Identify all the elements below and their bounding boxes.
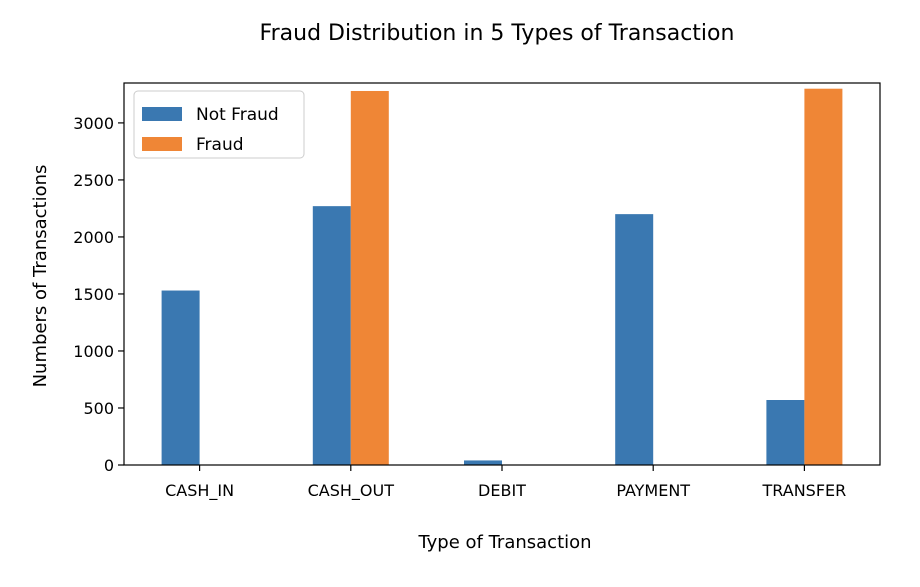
legend-label-fraud: Fraud xyxy=(196,135,244,155)
x-axis-label: Type of Transaction xyxy=(417,532,591,553)
x-tick-label: CASH_OUT xyxy=(308,481,395,501)
legend: Not Fraud Fraud xyxy=(133,90,305,159)
x-tick-label: DEBIT xyxy=(478,481,526,500)
y-tick-label: 0 xyxy=(104,456,114,475)
x-axis: CASH_IN CASH_OUT DEBIT PAYMENT TRANSFER xyxy=(165,465,846,501)
bar-not-fraud-cash-out xyxy=(312,206,351,465)
legend-swatch-fraud xyxy=(142,137,182,151)
x-tick-label: TRANSFER xyxy=(762,481,847,500)
y-tick-label: 1000 xyxy=(73,342,114,361)
bar-fraud-cash-out xyxy=(350,90,389,465)
bar-not-fraud-payment xyxy=(615,214,654,465)
x-tick-label: PAYMENT xyxy=(616,481,690,500)
y-axis-label: Numbers of Transactions xyxy=(30,165,51,388)
y-tick-label: 3000 xyxy=(73,114,114,133)
bar-fraud-transfer xyxy=(804,88,843,465)
x-tick-label: CASH_IN xyxy=(165,481,234,501)
y-tick-label: 2500 xyxy=(73,171,114,190)
chart-title: Fraud Distribution in 5 Types of Transac… xyxy=(260,21,735,46)
legend-swatch-not-fraud xyxy=(142,107,182,121)
y-axis: 0 500 1000 1500 2000 2500 3000 xyxy=(73,114,124,475)
legend-label-not-fraud: Not Fraud xyxy=(196,105,279,125)
bar-not-fraud-cash-in xyxy=(161,290,200,465)
y-tick-label: 2000 xyxy=(73,228,114,247)
bar-not-fraud-debit xyxy=(464,460,502,465)
y-tick-label: 500 xyxy=(83,399,114,418)
bar-not-fraud-transfer xyxy=(766,400,805,465)
plot-area xyxy=(161,88,843,465)
y-tick-label: 1500 xyxy=(73,285,114,304)
